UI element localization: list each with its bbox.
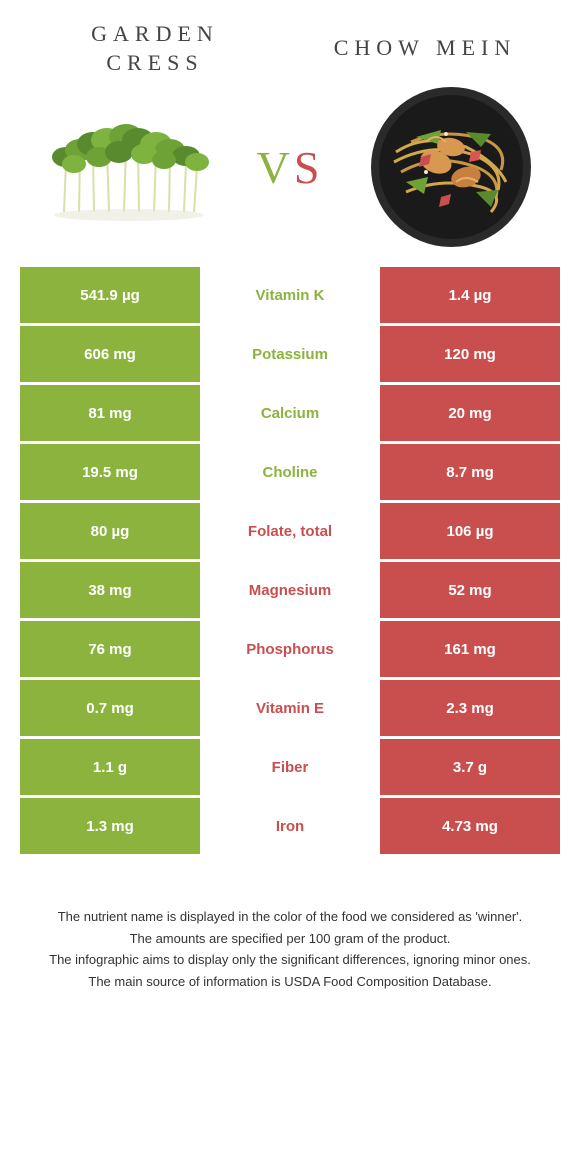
vs-v: V — [257, 142, 294, 193]
cress-icon — [44, 112, 214, 222]
left-value-cell: 541.9 µg — [20, 267, 200, 323]
vs-label: VS — [257, 141, 324, 194]
right-value-cell: 52 mg — [380, 562, 560, 618]
nutrient-label-cell: Magnesium — [200, 562, 380, 618]
vs-s: S — [294, 142, 324, 193]
right-value-cell: 1.4 µg — [380, 267, 560, 323]
images-row: VS — [0, 87, 580, 267]
nutrient-label-cell: Calcium — [200, 385, 380, 441]
right-value-cell: 106 µg — [380, 503, 560, 559]
left-value-cell: 1.3 mg — [20, 798, 200, 854]
table-row: 1.3 mgIron4.73 mg — [20, 798, 560, 854]
table-row: 0.7 mgVitamin E2.3 mg — [20, 680, 560, 736]
right-value-cell: 8.7 mg — [380, 444, 560, 500]
comparison-table: 541.9 µgVitamin K1.4 µg606 mgPotassium12… — [20, 267, 560, 857]
right-food-title: CHOW MEIN — [325, 34, 525, 63]
title-line: GARDEN — [55, 20, 255, 49]
table-row: 606 mgPotassium120 mg — [20, 326, 560, 382]
nutrient-label-cell: Potassium — [200, 326, 380, 382]
nutrient-label-cell: Vitamin E — [200, 680, 380, 736]
chowmein-icon — [366, 82, 536, 252]
right-value-cell: 20 mg — [380, 385, 560, 441]
right-value-cell: 4.73 mg — [380, 798, 560, 854]
table-row: 541.9 µgVitamin K1.4 µg — [20, 267, 560, 323]
left-food-title: GARDEN CRESS — [55, 20, 255, 77]
nutrient-label-cell: Iron — [200, 798, 380, 854]
left-value-cell: 19.5 mg — [20, 444, 200, 500]
left-value-cell: 38 mg — [20, 562, 200, 618]
table-row: 76 mgPhosphorus161 mg — [20, 621, 560, 677]
left-value-cell: 0.7 mg — [20, 680, 200, 736]
footer-notes: The nutrient name is displayed in the co… — [0, 857, 580, 1013]
left-value-cell: 76 mg — [20, 621, 200, 677]
footer-line: The main source of information is USDA F… — [40, 972, 540, 992]
title-line: CRESS — [55, 49, 255, 78]
table-row: 38 mgMagnesium52 mg — [20, 562, 560, 618]
left-value-cell: 1.1 g — [20, 739, 200, 795]
chow-mein-image — [361, 97, 541, 237]
nutrient-label-cell: Vitamin K — [200, 267, 380, 323]
right-value-cell: 2.3 mg — [380, 680, 560, 736]
left-value-cell: 81 mg — [20, 385, 200, 441]
table-row: 1.1 gFiber3.7 g — [20, 739, 560, 795]
nutrient-label-cell: Phosphorus — [200, 621, 380, 677]
footer-line: The nutrient name is displayed in the co… — [40, 907, 540, 927]
right-value-cell: 120 mg — [380, 326, 560, 382]
footer-line: The amounts are specified per 100 gram o… — [40, 929, 540, 949]
left-value-cell: 606 mg — [20, 326, 200, 382]
garden-cress-image — [39, 97, 219, 237]
nutrient-label-cell: Folate, total — [200, 503, 380, 559]
nutrient-label-cell: Choline — [200, 444, 380, 500]
table-row: 80 µgFolate, total106 µg — [20, 503, 560, 559]
table-row: 81 mgCalcium20 mg — [20, 385, 560, 441]
table-row: 19.5 mgCholine8.7 mg — [20, 444, 560, 500]
right-value-cell: 161 mg — [380, 621, 560, 677]
footer-line: The infographic aims to display only the… — [40, 950, 540, 970]
right-value-cell: 3.7 g — [380, 739, 560, 795]
header: GARDEN CRESS CHOW MEIN — [0, 0, 580, 87]
nutrient-label-cell: Fiber — [200, 739, 380, 795]
left-value-cell: 80 µg — [20, 503, 200, 559]
